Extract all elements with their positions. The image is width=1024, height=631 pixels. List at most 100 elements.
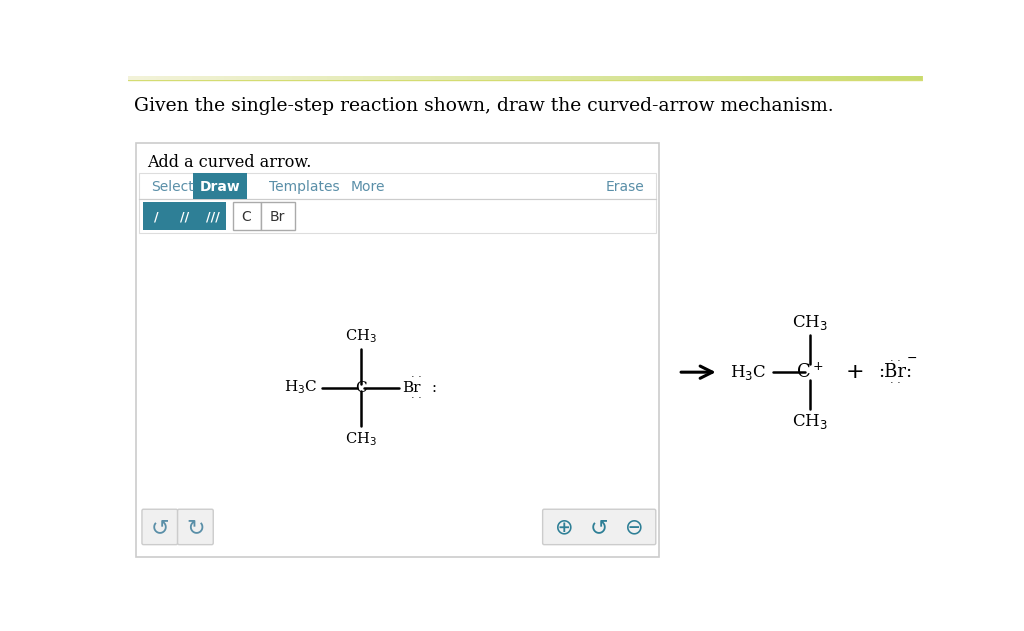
Bar [694,76,698,80]
Bar [128,76,132,80]
Bar [328,76,332,80]
Bar [798,76,802,80]
Bar [487,76,490,80]
Text: Draw: Draw [200,180,241,194]
Bar [303,76,307,80]
Bar [208,76,212,80]
Bar [826,76,829,80]
Bar [627,76,631,80]
Bar [263,76,267,80]
Bar [471,76,475,80]
Text: ↺: ↺ [590,517,608,538]
Bar [368,76,372,80]
Bar [479,76,483,80]
Bar [483,76,487,80]
Bar [336,76,339,80]
Bar [459,76,463,80]
Text: · ·: · · [411,372,422,382]
Bar [147,76,152,80]
Bar [782,76,786,80]
Bar [212,76,216,80]
FancyBboxPatch shape [194,173,248,199]
Text: Add a curved arrow.: Add a curved arrow. [147,154,311,171]
Bar [507,76,511,80]
Text: C: C [242,209,252,223]
Bar [566,76,570,80]
Bar [690,76,694,80]
Bar [227,76,231,80]
Bar [838,76,842,80]
Bar [794,76,798,80]
Bar [191,76,196,80]
FancyBboxPatch shape [171,202,199,230]
Text: · ·: · · [890,357,901,367]
Bar [439,76,443,80]
Bar [136,76,140,80]
Bar [886,76,890,80]
Bar [427,76,431,80]
Bar [387,76,391,80]
Bar [128,76,327,80]
Bar [408,76,412,80]
Bar [503,76,507,80]
Bar [187,76,191,80]
Bar [539,76,543,80]
Text: Given the single-step reaction shown, draw the curved-arrow mechanism.: Given the single-step reaction shown, dr… [134,97,834,115]
Bar [762,76,766,80]
Bar [850,76,854,80]
Bar [256,76,260,80]
Bar [730,76,734,80]
Bar [667,76,671,80]
Bar [751,76,754,80]
Bar [698,76,702,80]
Bar [555,76,559,80]
Bar [463,76,467,80]
Bar [172,76,176,80]
Bar [918,76,922,80]
Text: Br: Br [402,380,421,394]
Bar [595,76,599,80]
Bar [220,76,223,80]
Bar [364,76,368,80]
Bar [646,76,650,80]
Bar [602,76,606,80]
Bar [519,76,523,80]
Bar [559,76,562,80]
Bar [682,76,686,80]
Bar [862,76,865,80]
Text: C$^+$: C$^+$ [797,363,824,382]
Bar [311,76,315,80]
Text: ↻: ↻ [186,517,205,538]
FancyBboxPatch shape [136,143,658,557]
Bar [894,76,898,80]
Bar [260,76,263,80]
Text: CH$_3$: CH$_3$ [345,327,377,345]
Bar [490,76,495,80]
Bar [675,76,678,80]
Bar [726,76,730,80]
Bar [770,76,774,80]
Bar [495,76,499,80]
Bar [738,76,742,80]
Text: ⊖: ⊖ [625,517,643,538]
Bar [654,76,658,80]
Bar [842,76,846,80]
Text: //: // [180,210,189,223]
Text: CH$_3$: CH$_3$ [345,430,377,447]
Bar [913,76,918,80]
Text: C: C [354,380,367,394]
Bar [702,76,707,80]
Bar [467,76,471,80]
Bar [236,76,240,80]
Text: Br: Br [270,209,286,223]
Bar [395,76,399,80]
Bar [216,76,220,80]
Bar [535,76,539,80]
Bar [599,76,602,80]
Bar [774,76,778,80]
Bar [587,76,591,80]
Bar [168,76,172,80]
Bar [818,76,822,80]
Bar [156,76,160,80]
Bar [882,76,886,80]
